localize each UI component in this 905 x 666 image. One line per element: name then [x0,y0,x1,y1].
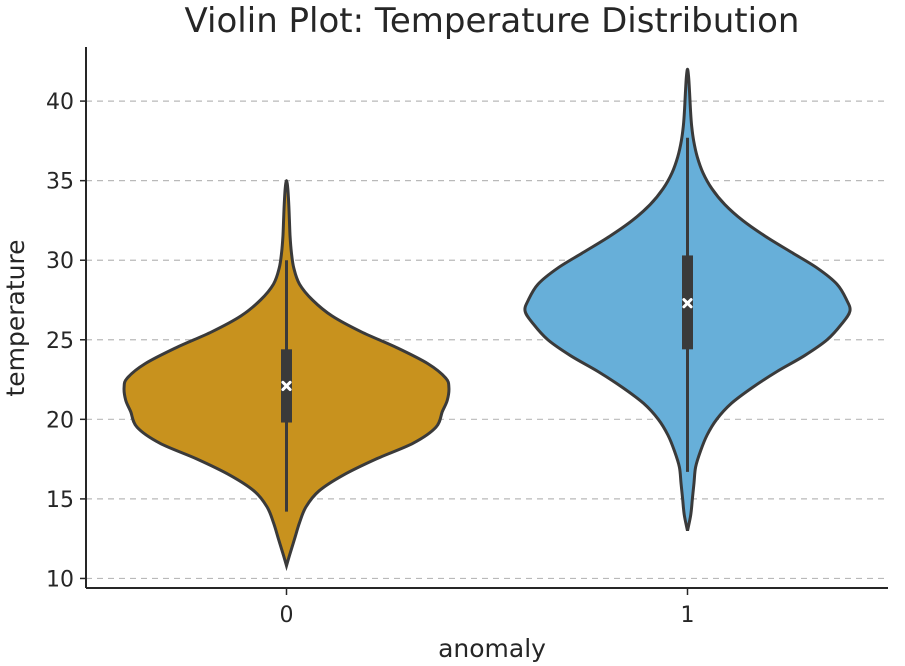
median-marker-1 [682,298,693,309]
y-tick-label-10: 10 [46,567,74,592]
y-tick-label-25: 25 [46,329,74,354]
y-tick-label-40: 40 [46,90,74,115]
median-marker-0 [281,380,292,392]
chart-title: Violin Plot: Temperature Distribution [185,1,800,41]
x-tick-label-0: 0 [280,603,294,628]
y-axis-label: temperature [1,239,30,396]
x-axis-label: anomaly [438,634,546,663]
y-tick-label-35: 35 [46,170,74,195]
x-tick-label-1: 1 [681,603,695,628]
y-tick-label-20: 20 [46,408,74,433]
y-tick-label-30: 30 [46,249,74,274]
violin-bodies [122,67,852,572]
y-tick-label-15: 15 [46,488,74,513]
y-axis-ticks: 10 15 20 25 30 35 40 [46,90,86,592]
